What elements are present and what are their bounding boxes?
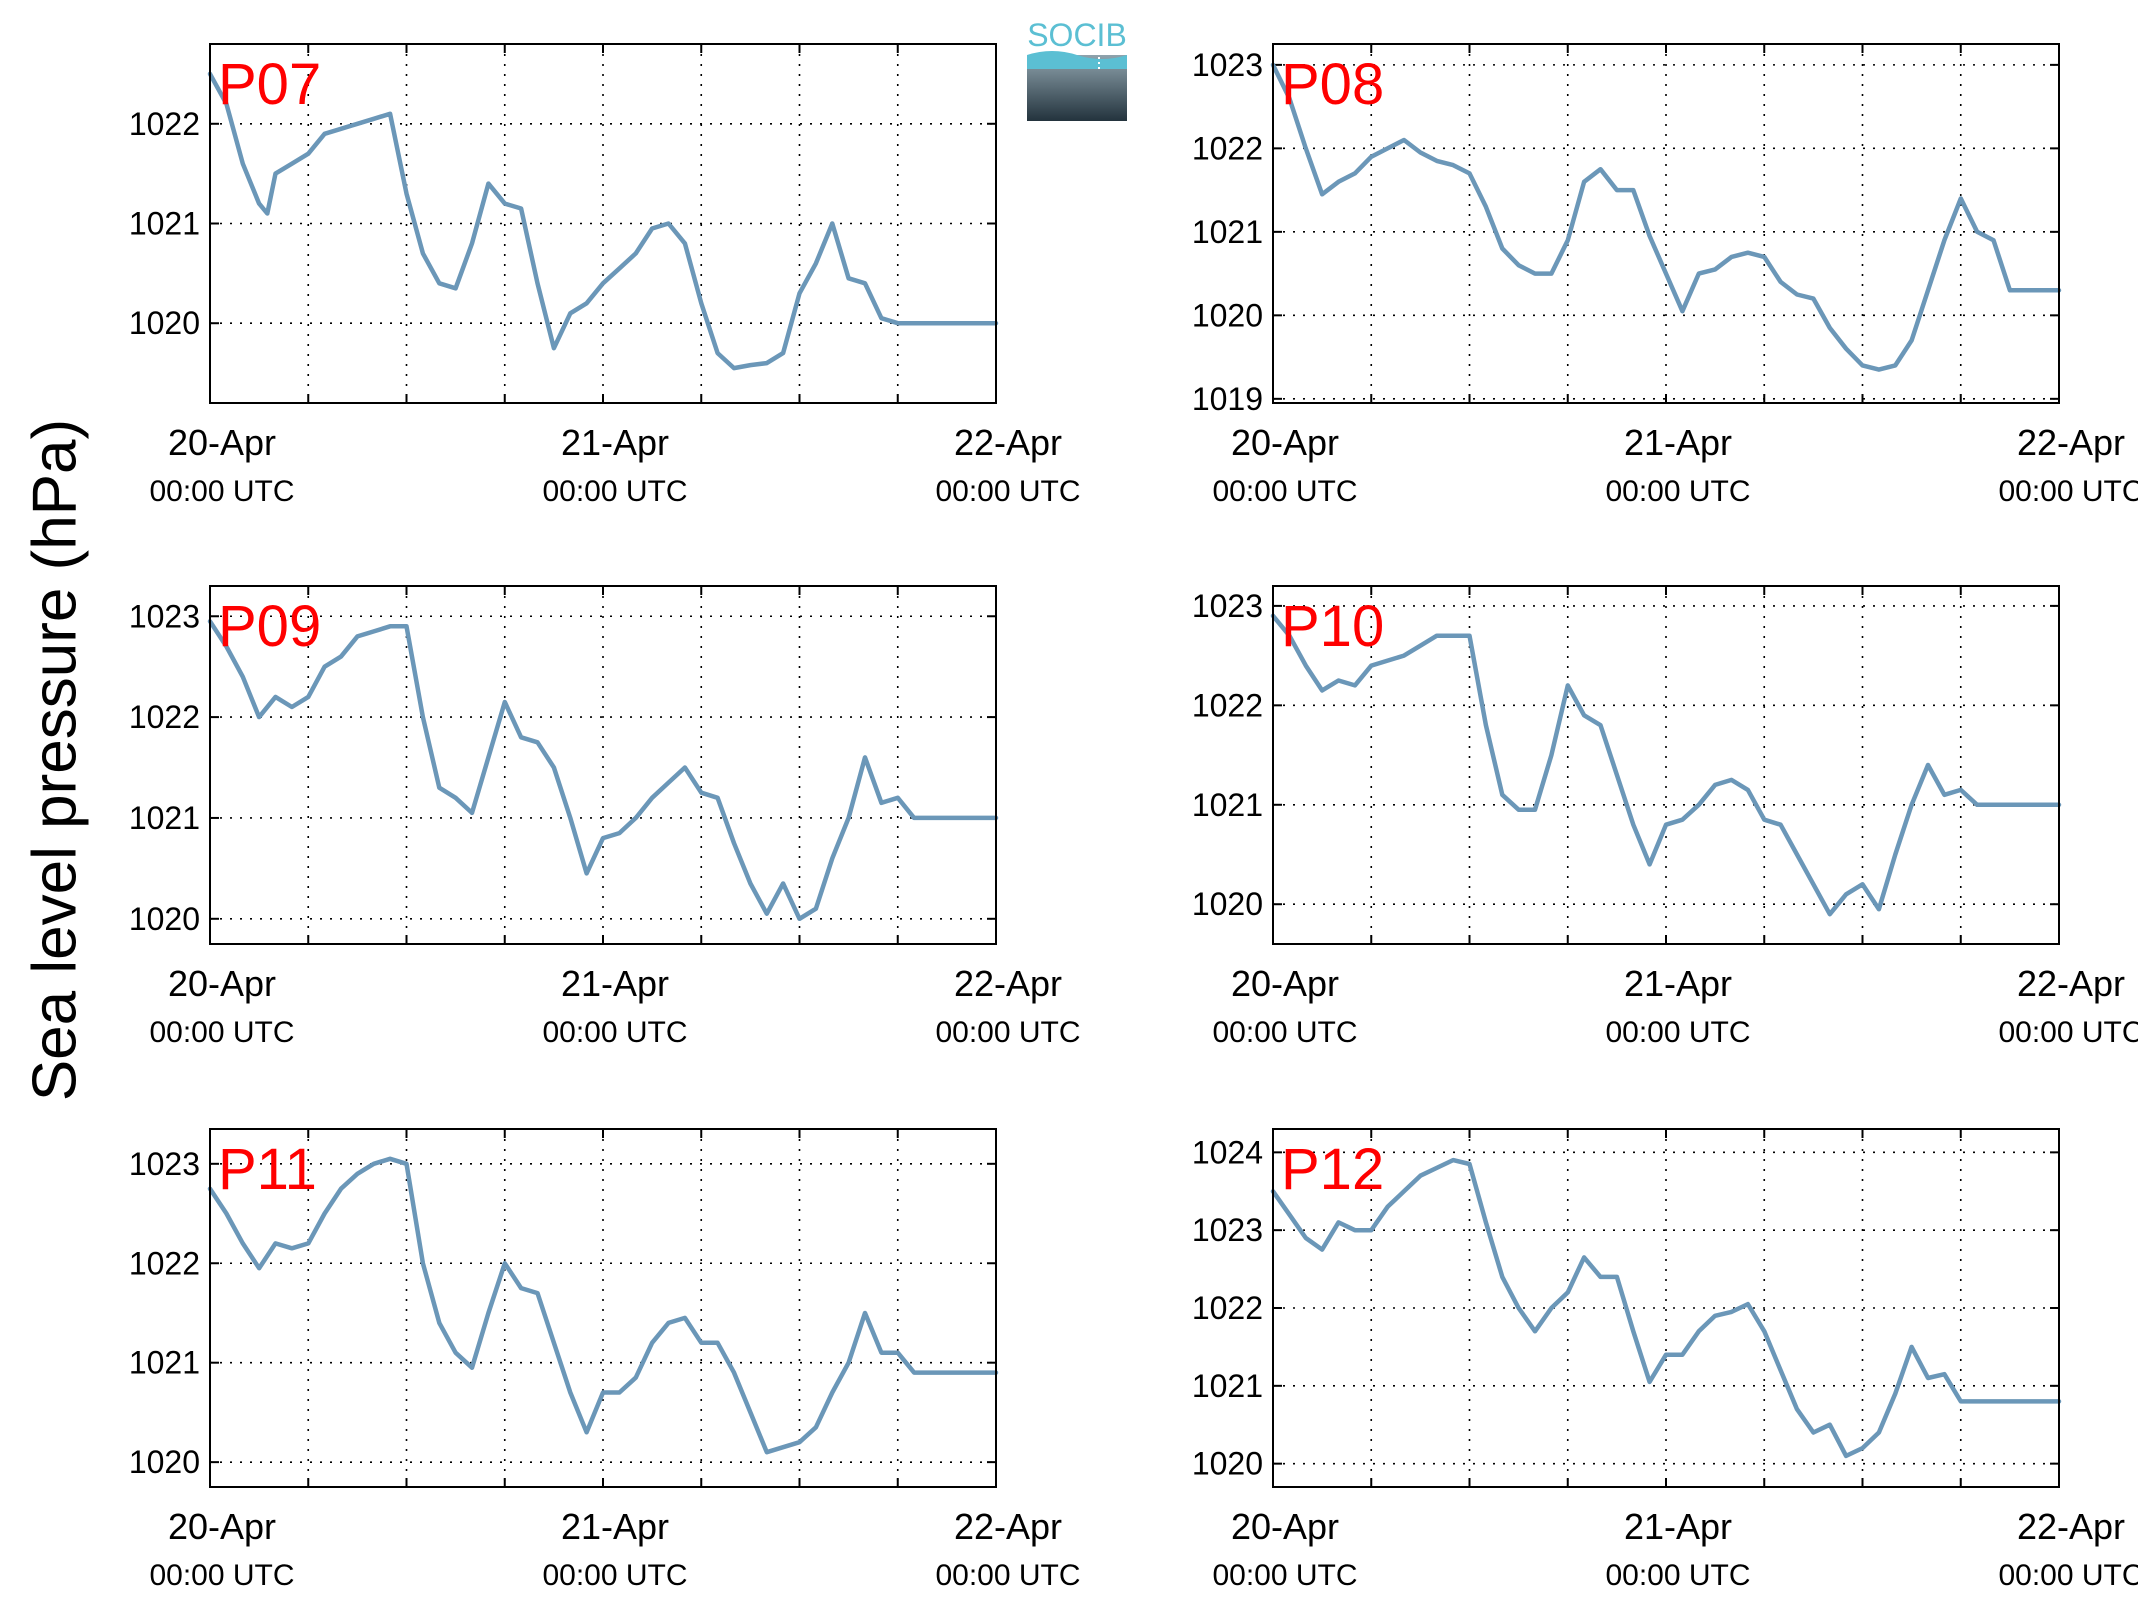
series-line-p07 xyxy=(207,71,999,371)
x-tick-label: 20-Apr xyxy=(1231,963,1339,1004)
y-tick-label: 1022 xyxy=(1192,687,1263,723)
x-tick-sublabel: 00:00 UTC xyxy=(1212,1016,1357,1049)
y-tick-label: 1022 xyxy=(1192,1290,1263,1326)
series-line-p08 xyxy=(1270,62,2062,372)
x-tick-label: 21-Apr xyxy=(561,422,669,463)
chart-panel-p12: 1020 1021 1022 1023 1024 P12 20-Apr 00:00 UTC 21… xyxy=(1192,1128,2138,1592)
x-tick-sublabel: 00:00 UTC xyxy=(149,1559,294,1592)
y-tick-label: 1022 xyxy=(129,1245,200,1281)
x-tick-sublabel: 00:00 UTC xyxy=(1212,1559,1357,1592)
plot-frame xyxy=(209,1128,997,1488)
chart-panel-p07: 1020 1021 1022 P07 20-Apr 00:00 UTC 21-Apr 00:0… xyxy=(129,43,1081,508)
plot-frame xyxy=(1272,43,2060,404)
chart-panel-p08: 1019 1020 1021 1022 1023 P08 20-Apr 00:00 UTC 21… xyxy=(1192,43,2138,508)
x-tick-sublabel: 00:00 UTC xyxy=(1605,475,1750,508)
y-tick-label: 1020 xyxy=(1192,297,1263,333)
x-tick-label: 21-Apr xyxy=(561,1506,669,1547)
y-tick-label: 1023 xyxy=(1192,47,1263,83)
x-tick-sublabel: 00:00 UTC xyxy=(1605,1559,1750,1592)
y-tick-label: 1023 xyxy=(129,598,200,634)
plot-frame xyxy=(1272,585,2060,945)
x-tick-label: 22-Apr xyxy=(2017,963,2125,1004)
plot-frame xyxy=(209,585,997,945)
chart-panel-p11: 1020 1021 1022 1023 P11 20-Apr 00:00 UTC 21-Apr… xyxy=(129,1128,1081,1592)
panel-label: P09 xyxy=(218,594,321,659)
x-tick-label: 20-Apr xyxy=(168,1506,276,1547)
logo-text: SOCIB xyxy=(1027,17,1127,53)
x-tick-label: 21-Apr xyxy=(561,963,669,1004)
x-tick-sublabel: 00:00 UTC xyxy=(542,1559,687,1592)
x-tick-label: 22-Apr xyxy=(2017,422,2125,463)
panel-label: P12 xyxy=(1281,1137,1384,1202)
x-tick-sublabel: 00:00 UTC xyxy=(149,1016,294,1049)
x-tick-label: 22-Apr xyxy=(2017,1506,2125,1547)
y-tick-label: 1021 xyxy=(129,1345,200,1381)
x-tick-label: 20-Apr xyxy=(1231,422,1339,463)
x-tick-label: 22-Apr xyxy=(954,422,1062,463)
x-tick-sublabel: 00:00 UTC xyxy=(149,475,294,508)
plot-frame xyxy=(209,43,997,404)
y-tick-label: 1021 xyxy=(129,800,200,836)
x-tick-sublabel: 00:00 UTC xyxy=(542,1016,687,1049)
panel-label: P07 xyxy=(218,52,321,117)
series-line-p10 xyxy=(1270,613,2062,917)
x-tick-sublabel: 00:00 UTC xyxy=(1212,475,1357,508)
logo-wave-icon xyxy=(1027,51,1127,69)
y-tick-label: 1020 xyxy=(129,901,200,937)
y-tick-label: 1020 xyxy=(129,305,200,341)
y-tick-label: 1022 xyxy=(1192,130,1263,166)
x-tick-sublabel: 00:00 UTC xyxy=(935,475,1080,508)
x-tick-label: 20-Apr xyxy=(168,422,276,463)
y-tick-label: 1023 xyxy=(1192,1212,1263,1248)
chart-panel-p10: 1020 1021 1022 1023 P10 20-Apr 00:00 UTC 21-Apr… xyxy=(1192,585,2138,1049)
y-tick-label: 1021 xyxy=(129,206,200,242)
x-tick-label: 22-Apr xyxy=(954,1506,1062,1547)
y-tick-label: 1021 xyxy=(1192,1368,1263,1404)
x-tick-sublabel: 00:00 UTC xyxy=(1998,1016,2138,1049)
x-tick-label: 20-Apr xyxy=(1231,1506,1339,1547)
chart-panel-p09: 1020 1021 1022 1023 P09 20-Apr 00:00 UTC 21-Apr… xyxy=(129,585,1081,1049)
x-tick-sublabel: 00:00 UTC xyxy=(1605,1016,1750,1049)
x-tick-label: 21-Apr xyxy=(1624,1506,1732,1547)
y-tick-label: 1021 xyxy=(1192,214,1263,250)
y-tick-label: 1022 xyxy=(129,106,200,142)
x-tick-label: 20-Apr xyxy=(168,963,276,1004)
y-tick-label: 1020 xyxy=(129,1444,200,1480)
socib-logo: SOCIB xyxy=(1027,17,1127,121)
series-line-p09 xyxy=(207,619,999,922)
y-tick-label: 1020 xyxy=(1192,886,1263,922)
x-tick-label: 22-Apr xyxy=(954,963,1062,1004)
panel-label: P10 xyxy=(1281,594,1384,659)
y-tick-label: 1021 xyxy=(1192,787,1263,823)
y-tick-label: 1024 xyxy=(1192,1134,1263,1170)
x-tick-sublabel: 00:00 UTC xyxy=(935,1559,1080,1592)
y-tick-label: 1020 xyxy=(1192,1446,1263,1482)
x-tick-sublabel: 00:00 UTC xyxy=(542,475,687,508)
series-line-p12 xyxy=(1270,1157,2062,1459)
x-tick-sublabel: 00:00 UTC xyxy=(935,1016,1080,1049)
panel-label: P11 xyxy=(218,1137,317,1202)
y-tick-label: 1023 xyxy=(1192,588,1263,624)
x-tick-label: 21-Apr xyxy=(1624,422,1732,463)
x-tick-sublabel: 00:00 UTC xyxy=(1998,475,2138,508)
y-tick-label: 1023 xyxy=(129,1146,200,1182)
panel-label: P08 xyxy=(1281,52,1384,117)
y-tick-label: 1022 xyxy=(129,699,200,735)
x-tick-sublabel: 00:00 UTC xyxy=(1998,1559,2138,1592)
series-line-p11 xyxy=(207,1156,999,1455)
y-tick-label: 1019 xyxy=(1192,381,1263,417)
plot-frame xyxy=(1272,1128,2060,1488)
x-tick-label: 21-Apr xyxy=(1624,963,1732,1004)
